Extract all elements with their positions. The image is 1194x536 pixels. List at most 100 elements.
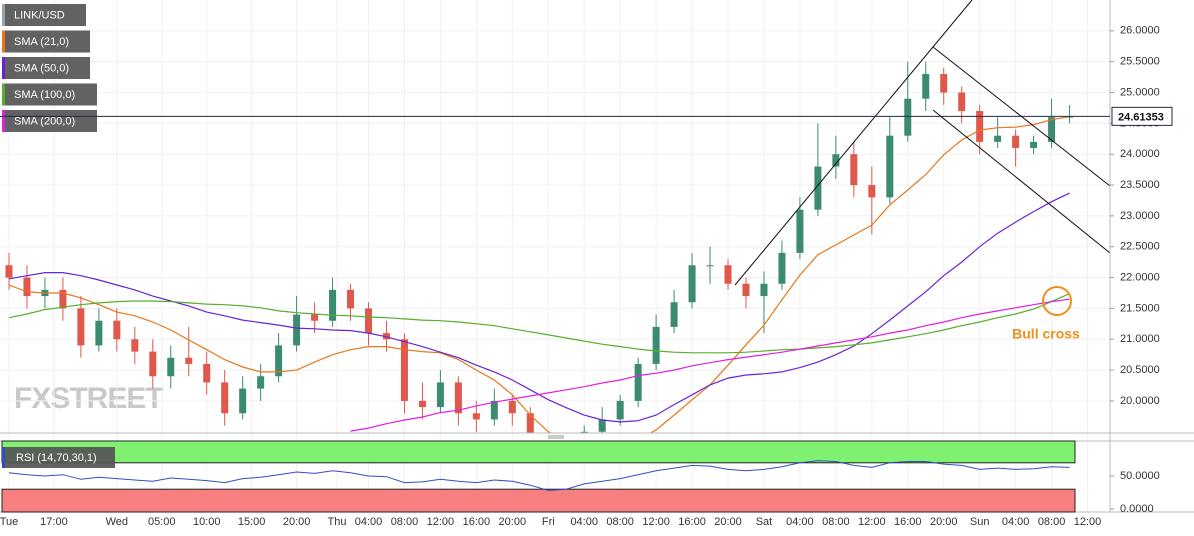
overbought-band [1,440,1076,464]
x-tick-label: 16:00 [463,516,491,528]
y-tick-label: 21.0000 [1120,333,1160,345]
candle-body [526,413,534,433]
candle-body [347,289,355,309]
candle-body [365,308,373,334]
candle-body [796,209,804,253]
candle-body [508,400,516,414]
y-tick-label: 25.5000 [1120,56,1160,68]
candle-body [706,265,714,267]
current-price-label: 24.61353 [1118,111,1164,123]
candle-body [742,283,750,297]
trend-line [932,109,1110,254]
x-tick-label: Sun [970,516,990,528]
candle-body [59,289,67,309]
legend-label: SMA (100,0) [14,89,75,101]
x-tick-label: 20:00 [499,516,527,528]
x-tick-label: 12:00 [858,516,886,528]
x-tick-label: Thu [328,516,347,528]
legend-swatch [2,447,5,468]
x-tick-label: 08:00 [606,516,634,528]
x-tick-label: 17:00 [40,516,68,528]
x-tick-label: 10:00 [193,516,221,528]
legend-box [2,110,97,132]
rsi-line [8,460,1070,492]
legend-box [2,447,115,468]
candle-body [850,154,858,186]
candle-body [257,376,265,389]
candle-body [454,382,462,414]
panel-handle [548,435,564,439]
oversold-band [1,488,1076,513]
candle-body [670,302,678,327]
y-tick-label: 24.0000 [1120,148,1160,160]
legend-swatch [2,83,5,106]
x-tick-label: 20:00 [714,516,742,528]
y-tick-label: 23.0000 [1120,210,1160,222]
candle-body [904,98,912,136]
candle-body [994,135,1002,142]
candle-body [922,74,930,99]
candle-body [832,154,840,167]
y-tick-label: 26.0000 [1120,25,1160,37]
candle-body [868,185,876,198]
candle-body [760,283,768,297]
y-tick-label: 23.5000 [1120,179,1160,191]
annotation: Bull cross [1012,326,1080,342]
y-tick-label: 20.0000 [1120,395,1160,407]
trend-line [734,0,973,286]
legend-label: RSI (14,70,30,1) [16,452,97,464]
x-tick-label: 08:00 [391,516,419,528]
legend-swatch [2,110,5,132]
x-tick-label: 04:00 [570,516,598,528]
x-tick-label: 08:00 [822,516,850,528]
candle-body [77,308,85,346]
candle-body [778,252,786,284]
y-tick-label: 22.5000 [1120,241,1160,253]
candle-body [1048,117,1056,142]
sma-line [350,298,1070,432]
candle-body [239,388,247,414]
x-tick-label: 12:00 [1074,516,1102,528]
candle-body [221,382,229,414]
candle-body [167,357,175,377]
current-price-box [1111,106,1173,126]
candle-body [598,419,606,432]
candle-body [976,111,984,142]
candle-body [311,314,319,321]
y-tick-label: 25.0000 [1120,86,1160,98]
x-tick-label: Fri [542,516,555,528]
legend-label: SMA (21,0) [14,36,69,48]
candle-body [886,135,894,198]
legend-box [2,83,97,106]
legend-label: SMA (200,0) [14,115,75,127]
y-tick-label: 0.0000 [1120,503,1154,515]
legend-box [2,30,90,53]
candle-body [472,413,480,420]
candle-body [329,289,337,321]
candle-body [1012,135,1020,149]
legend-swatch [2,4,5,26]
candle-body [814,166,822,210]
x-tick-label: 12:00 [642,516,670,528]
candle-body [634,363,642,401]
x-tick-label: 05:00 [148,516,176,528]
legend-label: LINK/USD [14,9,65,21]
legend-box [2,57,90,79]
candle-body [490,400,498,420]
candle-body [95,320,103,346]
candle-body [23,277,31,297]
candle-body [131,339,139,352]
candle-body [418,400,426,408]
candle-body [940,74,948,93]
x-tick-label: Wed [106,516,128,528]
candle-body [149,351,157,377]
x-tick-label: 16:00 [678,516,706,528]
x-tick-label: 04:00 [355,516,383,528]
legend-label: SMA (50,0) [14,62,69,74]
sma-line [8,116,1070,433]
candle-body [958,92,966,112]
candle-body [203,363,211,383]
candle-body [275,345,283,377]
